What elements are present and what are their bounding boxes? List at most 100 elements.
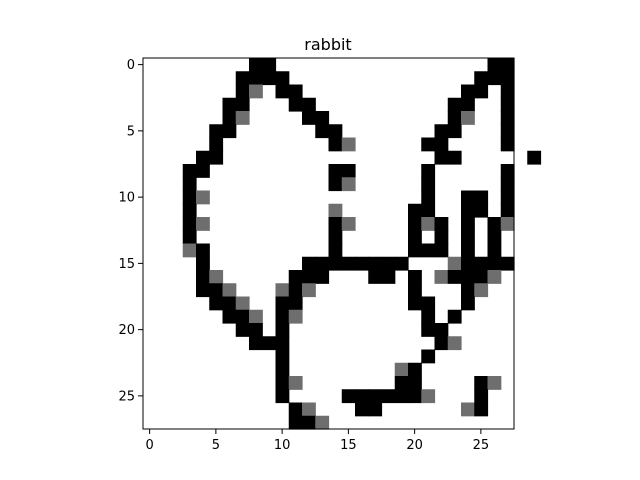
heatmap-cell	[341, 389, 356, 404]
heatmap-cell	[447, 256, 462, 271]
heatmap-cell	[275, 283, 290, 298]
x-tick-label: 20	[406, 438, 423, 453]
heatmap-cell	[249, 58, 263, 72]
heatmap-cell	[315, 124, 330, 139]
heatmap-cell	[368, 256, 383, 271]
heatmap-cell	[434, 243, 449, 258]
heatmap-cell	[408, 270, 422, 284]
plot-frame	[142, 57, 515, 430]
heatmap-cell	[500, 84, 515, 99]
heatmap-cell	[222, 309, 237, 324]
y-tick-label: 25	[118, 389, 135, 404]
heatmap-cell	[328, 230, 343, 245]
heatmap-cell	[235, 97, 250, 112]
chart-title: rabbit	[304, 35, 351, 54]
heatmap-cell	[182, 190, 197, 205]
heatmap-cell	[302, 111, 316, 125]
heatmap-cell	[527, 150, 542, 165]
heatmap-cell	[434, 336, 449, 351]
heatmap-cell	[328, 243, 343, 258]
heatmap-cell	[302, 415, 316, 430]
heatmap-cell	[235, 84, 250, 99]
heatmap-cell	[434, 150, 449, 165]
heatmap-cell	[341, 177, 356, 192]
heatmap-cell	[328, 124, 343, 139]
heatmap-cell	[235, 296, 250, 311]
heatmap-cell	[275, 323, 290, 337]
heatmap-cell	[408, 217, 422, 231]
heatmap-cell	[341, 164, 356, 178]
x-tick-label: 0	[145, 438, 153, 453]
heatmap-cell	[500, 137, 515, 152]
heatmap-cell	[421, 190, 436, 205]
heatmap-cell	[209, 296, 224, 311]
heatmap-cell	[196, 164, 210, 178]
heatmap-cell	[447, 124, 462, 139]
heatmap-cell	[500, 111, 515, 125]
heatmap-cell	[500, 217, 515, 231]
heatmap-cell	[408, 283, 422, 298]
heatmap-cell	[434, 270, 449, 284]
heatmap-cell	[500, 124, 515, 139]
heatmap-cell	[328, 164, 343, 178]
heatmap-cell	[408, 243, 422, 258]
heatmap-cell	[487, 230, 502, 245]
heatmap-cell	[434, 124, 449, 139]
heatmap-cell	[222, 283, 237, 298]
heatmap-cell	[288, 309, 303, 324]
heatmap-cell	[209, 137, 224, 152]
heatmap-cell	[249, 309, 263, 324]
heatmap-cell	[408, 230, 422, 245]
heatmap-cells	[182, 58, 542, 430]
heatmap-cell	[182, 177, 197, 192]
heatmap-cell	[461, 296, 475, 311]
heatmap-cell	[182, 217, 197, 231]
heatmap-cell	[421, 177, 436, 192]
heatmap-cell	[487, 71, 502, 86]
heatmap-cell	[500, 177, 515, 192]
heatmap-cell	[461, 270, 475, 284]
heatmap-cell	[461, 97, 475, 112]
heatmap-cell	[182, 230, 197, 245]
heatmap-cell	[328, 217, 343, 231]
y-tick-label: 20	[118, 323, 135, 338]
heatmap-cell	[500, 164, 515, 178]
heatmap-cell	[447, 97, 462, 112]
heatmap-cell	[368, 389, 383, 404]
heatmap-cell	[408, 296, 422, 311]
heatmap-cell	[182, 164, 197, 178]
heatmap-cell	[288, 84, 303, 99]
heatmap-cell	[447, 336, 462, 351]
heatmap-cell	[394, 256, 409, 271]
heatmap-cell	[447, 309, 462, 324]
y-tick-label: 5	[127, 124, 135, 139]
heatmap-cell	[355, 256, 369, 271]
heatmap-cell	[302, 283, 316, 298]
heatmap-cell	[302, 270, 316, 284]
heatmap-cell	[421, 349, 436, 364]
heatmap-cell	[182, 243, 197, 258]
heatmap-cell	[341, 256, 356, 271]
heatmap-cell	[461, 243, 475, 258]
heatmap-cell	[249, 336, 263, 351]
heatmap-cell	[500, 97, 515, 112]
heatmap-cell	[302, 256, 316, 271]
heatmap-cell	[262, 336, 277, 351]
heatmap-cell	[421, 389, 436, 404]
heatmap-cell	[328, 177, 343, 192]
heatmap-cell	[421, 137, 436, 152]
heatmap-cell	[196, 243, 210, 258]
heatmap-cell	[500, 190, 515, 205]
heatmap-cell	[209, 124, 224, 139]
heatmap-cell	[487, 376, 502, 390]
heatmap-cell	[421, 217, 436, 231]
heatmap-cell	[487, 243, 502, 258]
heatmap-cell	[275, 389, 290, 404]
heatmap-cell	[196, 217, 210, 231]
heatmap-cell	[447, 270, 462, 284]
heatmap-cell	[381, 256, 396, 271]
heatmap-cell	[461, 84, 475, 99]
heatmap-cell	[461, 190, 475, 205]
heatmap-cell	[487, 58, 502, 72]
heatmap-cell	[235, 71, 250, 86]
